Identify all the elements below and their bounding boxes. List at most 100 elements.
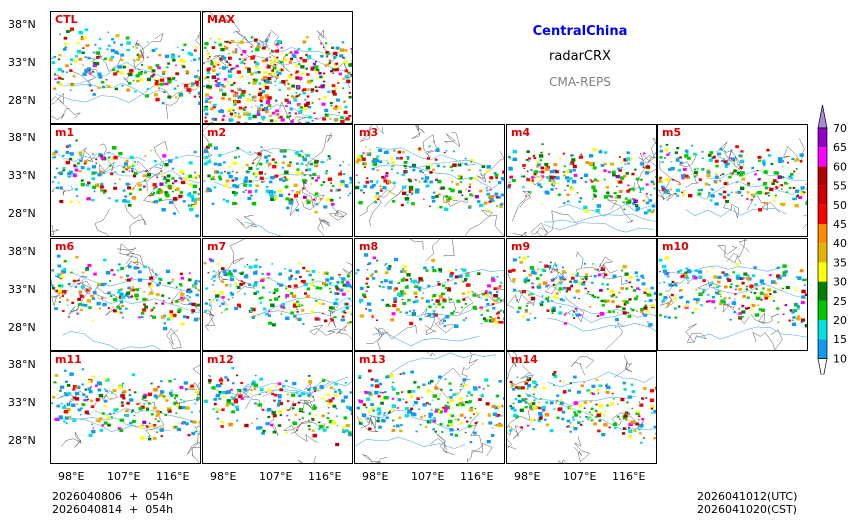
radar-echo xyxy=(306,200,311,204)
radar-echo xyxy=(86,197,91,201)
radar-echo xyxy=(282,149,287,153)
radar-echo xyxy=(621,300,625,303)
member-label: MAX xyxy=(207,13,235,26)
radar-echo xyxy=(433,313,438,317)
radar-echo xyxy=(459,174,462,177)
radar-echo xyxy=(388,280,393,284)
radar-echo xyxy=(501,405,504,407)
radar-echo xyxy=(533,170,538,174)
radar-echo xyxy=(723,150,726,153)
radar-echo xyxy=(296,429,298,431)
radar-echo xyxy=(330,306,335,310)
radar-echo xyxy=(203,262,207,265)
radar-echo xyxy=(59,275,64,279)
radar-echo xyxy=(132,79,135,82)
radar-echo xyxy=(530,292,534,296)
province-boundary xyxy=(448,296,474,314)
radar-echo xyxy=(404,197,410,201)
province-boundary xyxy=(290,182,317,217)
radar-echo xyxy=(243,112,248,116)
radar-echo xyxy=(88,306,92,310)
radar-echo xyxy=(307,394,311,397)
radar-echo xyxy=(83,36,87,39)
radar-echo xyxy=(390,318,394,322)
radar-echo xyxy=(137,183,142,187)
radar-echo xyxy=(571,276,575,280)
radar-echo xyxy=(424,174,426,176)
province-boundary xyxy=(633,157,656,194)
radar-echo xyxy=(592,263,594,265)
radar-echo xyxy=(746,296,750,299)
province-boundary xyxy=(360,412,377,430)
radar-echo xyxy=(427,313,432,317)
radar-echo xyxy=(339,164,342,167)
radar-echo xyxy=(51,61,56,65)
radar-echo xyxy=(81,271,85,274)
radar-echo xyxy=(383,151,388,154)
radar-echo xyxy=(775,171,780,175)
radar-echo xyxy=(318,421,321,424)
radar-echo xyxy=(315,286,320,290)
radar-echo xyxy=(145,298,149,301)
radar-echo xyxy=(273,399,276,402)
radar-echo xyxy=(402,185,407,189)
radar-echo xyxy=(107,291,111,295)
radar-echo xyxy=(315,70,319,74)
radar-echo xyxy=(369,180,374,183)
radar-echo xyxy=(242,191,245,193)
radar-echo xyxy=(54,73,56,75)
radar-echo xyxy=(259,301,263,304)
region-title: CentralChina xyxy=(532,24,628,39)
radar-echo xyxy=(459,397,463,400)
radar-echo xyxy=(222,198,225,201)
radar-echo xyxy=(196,421,199,424)
radar-echo xyxy=(574,413,579,417)
radar-echo xyxy=(240,397,244,400)
radar-echo xyxy=(156,78,160,81)
radar-echo xyxy=(410,407,414,411)
radar-echo xyxy=(326,426,329,429)
radar-echo xyxy=(603,178,606,181)
radar-echo xyxy=(170,185,174,188)
radar-echo xyxy=(606,283,609,286)
radar-echo xyxy=(267,407,272,412)
radar-echo xyxy=(738,288,742,291)
radar-echo xyxy=(352,440,353,443)
radar-echo xyxy=(526,177,528,179)
radar-echo xyxy=(338,172,343,176)
radar-echo xyxy=(171,278,175,281)
radar-echo xyxy=(207,272,210,274)
radar-echo xyxy=(95,419,99,422)
radar-echo xyxy=(576,192,579,194)
radar-echo xyxy=(413,166,416,169)
radar-echo xyxy=(230,292,235,296)
colorbar-bin xyxy=(818,185,827,205)
radar-echo xyxy=(539,415,543,418)
radar-echo xyxy=(154,82,159,86)
radar-echo xyxy=(133,266,138,270)
radar-echo xyxy=(596,315,600,318)
radar-echo xyxy=(218,177,223,181)
radar-echo xyxy=(488,181,491,183)
radar-echo xyxy=(675,193,677,195)
radar-echo xyxy=(427,284,431,288)
radar-echo xyxy=(606,288,609,290)
radar-echo xyxy=(509,380,513,384)
radar-echo xyxy=(803,191,806,194)
radar-echo xyxy=(781,202,786,207)
radar-echo xyxy=(711,300,716,304)
radar-echo xyxy=(331,397,335,400)
radar-echo xyxy=(512,258,517,262)
radar-echo xyxy=(325,278,330,282)
radar-echo xyxy=(266,272,271,276)
radar-echo xyxy=(410,192,414,195)
radar-echo xyxy=(98,153,103,157)
radar-echo xyxy=(107,85,111,89)
radar-echo xyxy=(562,170,565,173)
radar-echo xyxy=(173,378,176,380)
radar-echo xyxy=(227,56,232,60)
radar-echo xyxy=(556,399,559,402)
radar-echo xyxy=(510,406,515,410)
radar-echo xyxy=(801,289,806,294)
radar-echo xyxy=(622,432,626,435)
